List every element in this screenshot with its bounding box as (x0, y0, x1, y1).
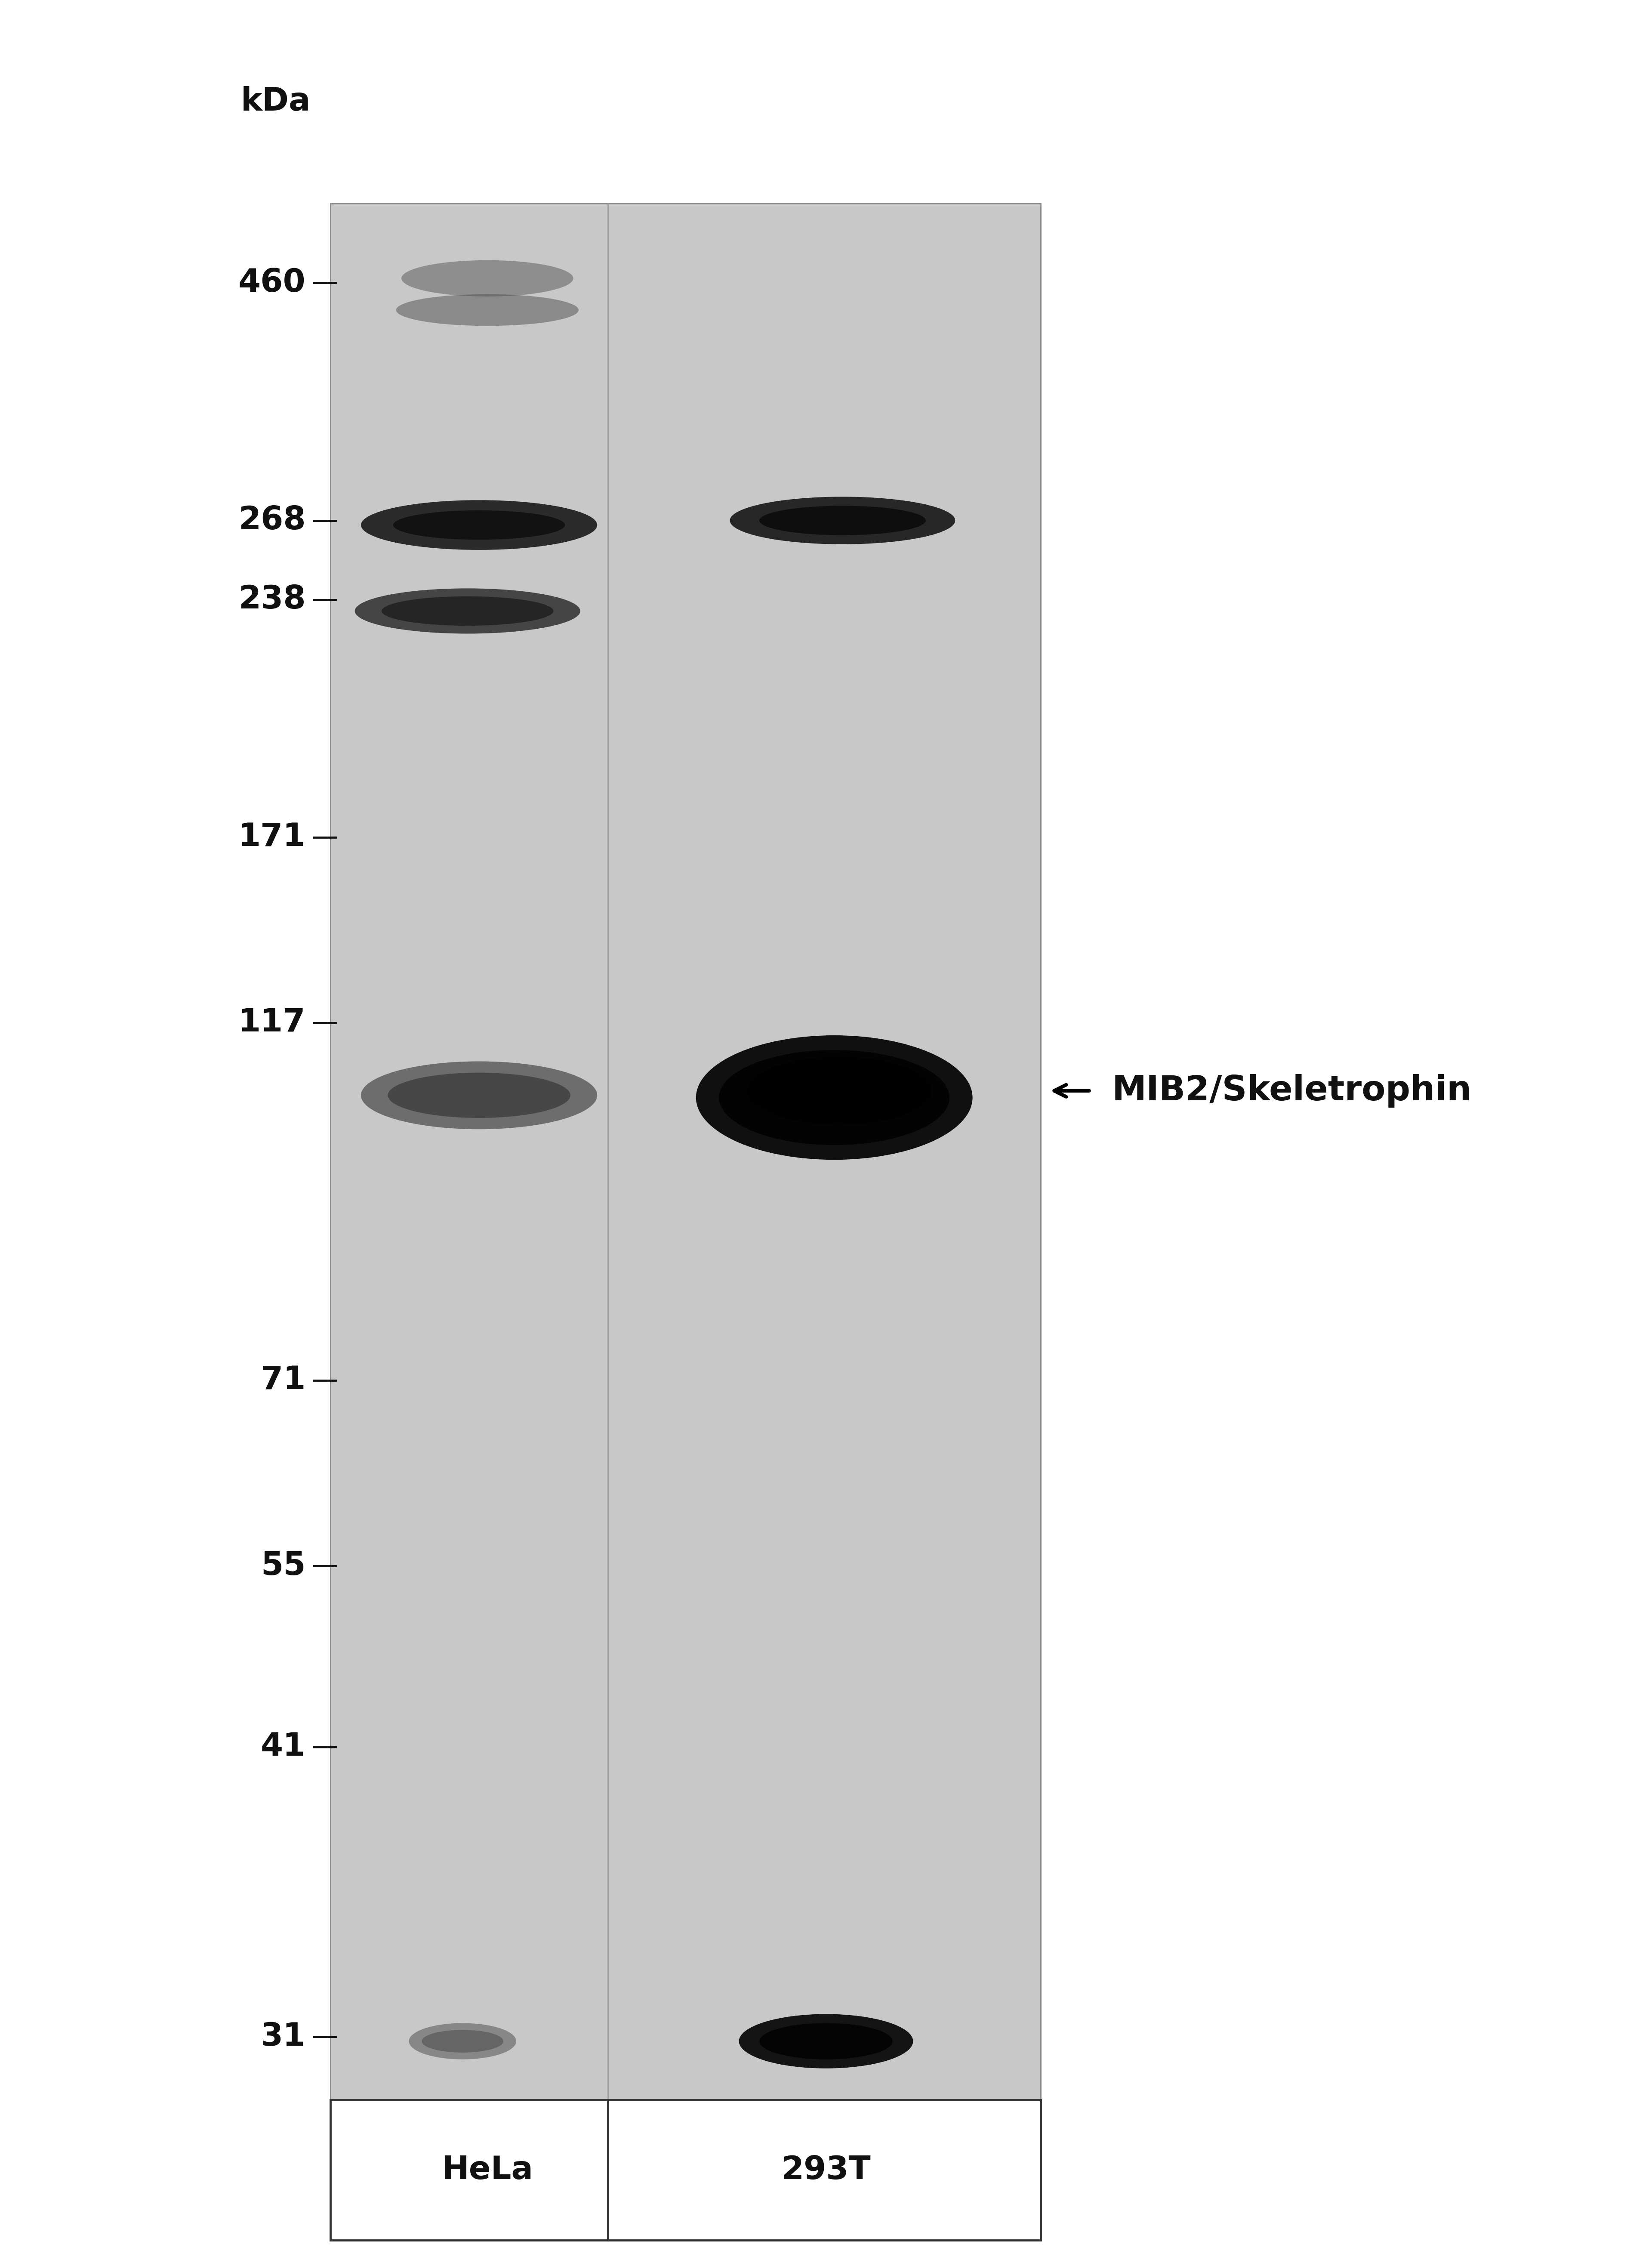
Ellipse shape (730, 496, 955, 543)
Text: MIB2/Skeletrophin: MIB2/Skeletrophin (1112, 1075, 1472, 1107)
Text: 55: 55 (261, 1550, 306, 1582)
Ellipse shape (388, 1073, 570, 1118)
Text: 31: 31 (261, 2021, 306, 2053)
Ellipse shape (360, 1061, 596, 1129)
Ellipse shape (360, 500, 596, 550)
Text: 460: 460 (238, 267, 306, 299)
Text: 117: 117 (238, 1007, 306, 1039)
Text: kDa: kDa (241, 86, 311, 118)
Text: HeLa: HeLa (441, 2154, 534, 2186)
Text: 238: 238 (238, 584, 306, 616)
Text: 71: 71 (261, 1365, 306, 1396)
Ellipse shape (747, 1057, 932, 1125)
Ellipse shape (396, 294, 578, 326)
Ellipse shape (393, 509, 565, 539)
Ellipse shape (408, 2023, 515, 2059)
Ellipse shape (382, 597, 553, 627)
Ellipse shape (719, 1050, 950, 1145)
Ellipse shape (355, 588, 580, 634)
Ellipse shape (738, 2014, 914, 2068)
FancyBboxPatch shape (330, 204, 1041, 2172)
Ellipse shape (401, 260, 573, 296)
Ellipse shape (695, 1036, 973, 1159)
FancyBboxPatch shape (330, 2100, 1041, 2240)
Text: 171: 171 (238, 821, 306, 853)
Text: 293T: 293T (781, 2154, 871, 2186)
Ellipse shape (760, 2023, 892, 2059)
Text: 268: 268 (238, 505, 306, 536)
Ellipse shape (760, 505, 925, 534)
Text: 41: 41 (261, 1731, 306, 1763)
Ellipse shape (421, 2030, 504, 2053)
